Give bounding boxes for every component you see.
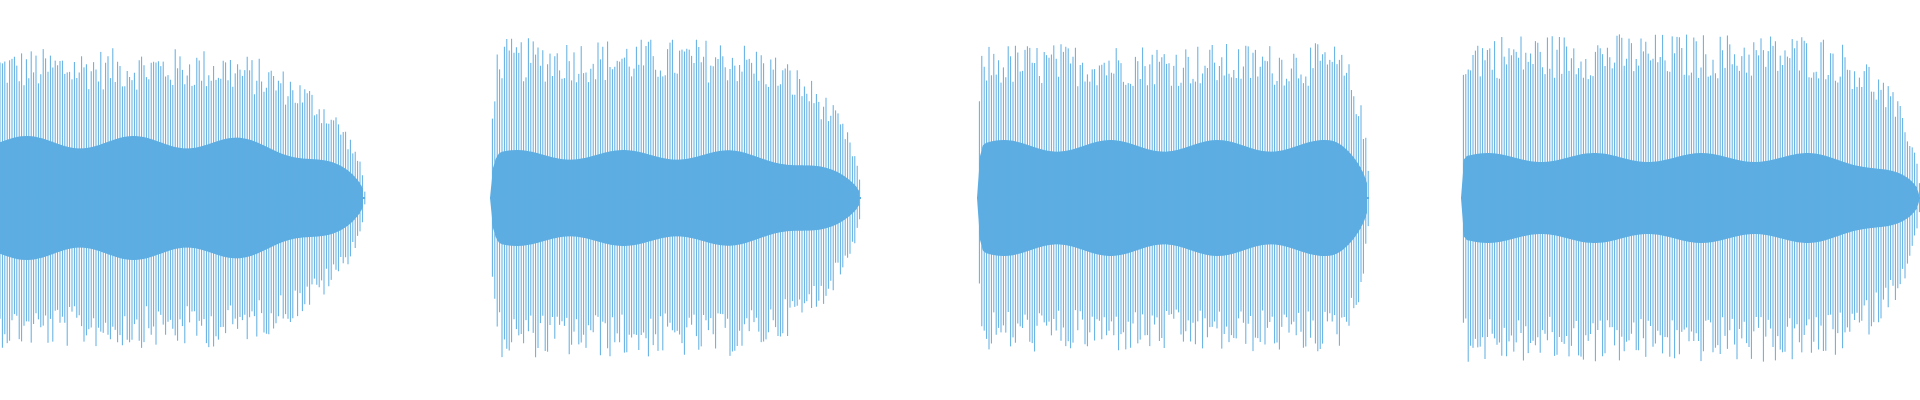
waveform-peaks <box>491 38 861 358</box>
waveform-peaks <box>0 48 366 348</box>
